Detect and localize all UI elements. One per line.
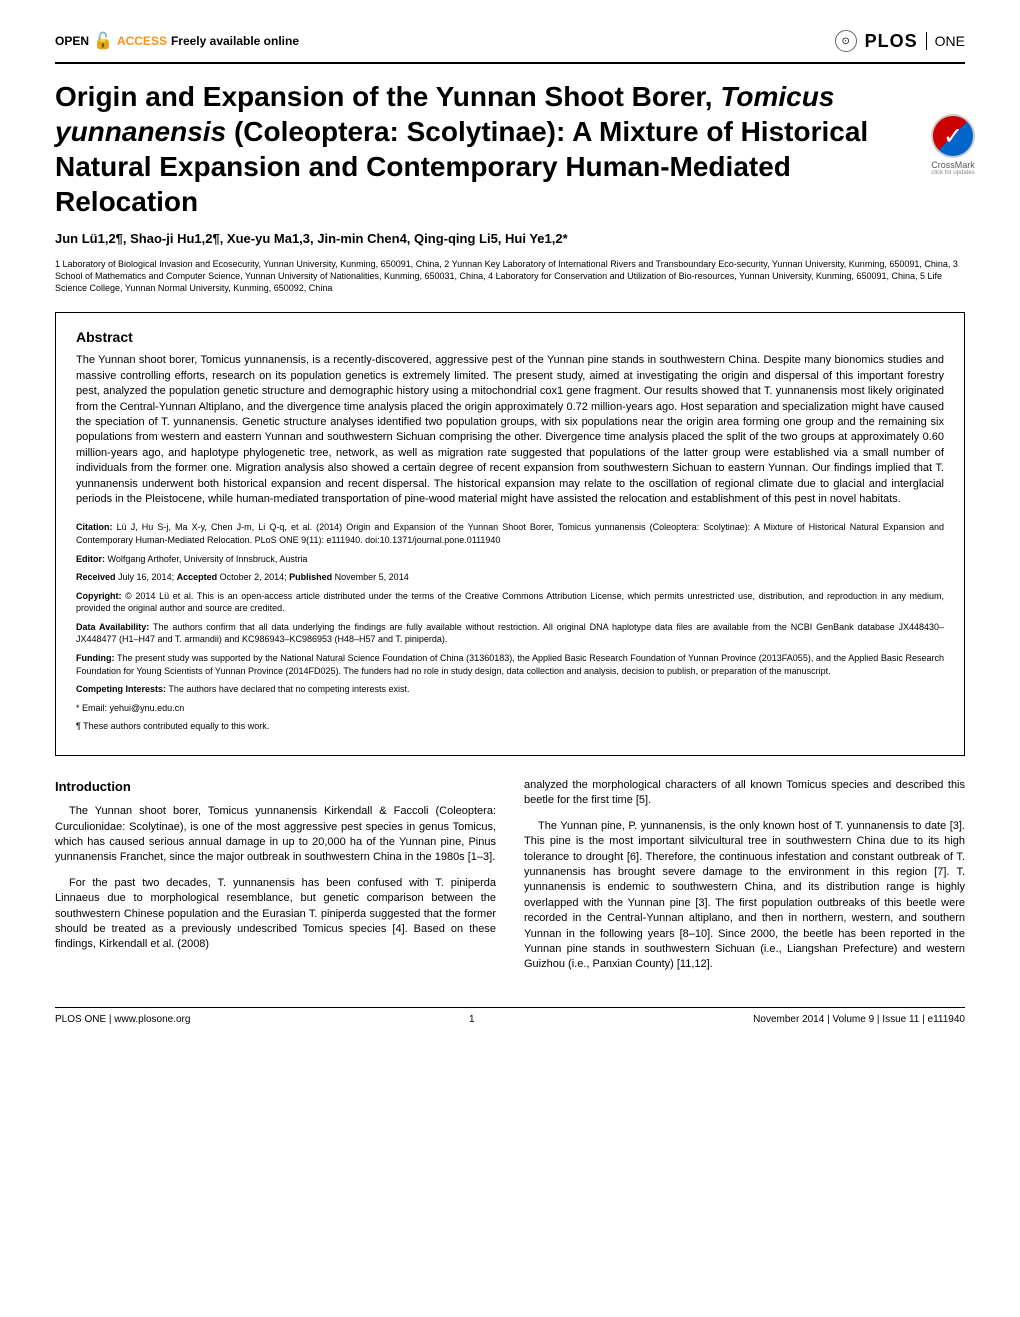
- received-text: July 16, 2014;: [116, 572, 177, 582]
- footer-right: November 2014 | Volume 9 | Issue 11 | e1…: [753, 1014, 965, 1025]
- freely-label: Freely available online: [171, 34, 299, 48]
- data-label: Data Availability:: [76, 622, 149, 632]
- competing-line: Competing Interests: The authors have de…: [76, 683, 944, 696]
- affiliations: 1 Laboratory of Biological Invasion and …: [55, 258, 965, 294]
- footer-center: 1: [469, 1014, 475, 1025]
- intro-p4: The Yunnan pine, P. yunnanensis, is the …: [524, 819, 965, 973]
- crossmark-sub: click for updates: [931, 170, 975, 176]
- editor-text: Wolfgang Arthofer, University of Innsbru…: [105, 554, 307, 564]
- title-block: Origin and Expansion of the Yunnan Shoot…: [55, 79, 965, 219]
- title-pre: Origin and Expansion of the Yunnan Shoot…: [55, 81, 720, 112]
- competing-label: Competing Interests:: [76, 684, 166, 694]
- top-bar: OPEN 🔓 ACCESS Freely available online ⊙ …: [55, 30, 965, 52]
- plos-logo: ⊙ PLOS ONE: [835, 30, 965, 52]
- crossmark-label: CrossMark: [931, 160, 975, 170]
- equal-contrib-line: ¶ These authors contributed equally to t…: [76, 720, 944, 733]
- right-column: analyzed the morphological characters of…: [524, 778, 965, 983]
- open-label: OPEN: [55, 34, 89, 48]
- abstract-text: The Yunnan shoot borer, Tomicus yunnanen…: [76, 353, 944, 507]
- copyright-text: © 2014 Lü et al. This is an open-access …: [76, 591, 944, 614]
- data-text: The authors confirm that all data underl…: [76, 622, 944, 645]
- introduction-title: Introduction: [55, 778, 496, 796]
- footer-left: PLOS ONE | www.plosone.org: [55, 1014, 190, 1025]
- open-access-badge: OPEN 🔓 ACCESS Freely available online: [55, 31, 299, 51]
- intro-p3: analyzed the morphological characters of…: [524, 778, 965, 809]
- published-text: November 5, 2014: [332, 572, 409, 582]
- lock-icon: 🔓: [93, 31, 113, 51]
- citation-line: Citation: Lü J, Hu S-j, Ma X-y, Chen J-m…: [76, 521, 944, 546]
- published-label: Published: [289, 572, 332, 582]
- crossmark-badge[interactable]: ✓ CrossMark click for updates: [931, 114, 975, 176]
- plos-text: PLOS: [865, 31, 918, 52]
- divider-icon: [926, 32, 927, 50]
- copyright-label: Copyright:: [76, 591, 122, 601]
- left-column: Introduction The Yunnan shoot borer, Tom…: [55, 778, 496, 983]
- page-footer: PLOS ONE | www.plosone.org 1 November 20…: [55, 1007, 965, 1025]
- competing-text: The authors have declared that no compet…: [166, 684, 409, 694]
- intro-p1: The Yunnan shoot borer, Tomicus yunnanen…: [55, 804, 496, 866]
- plos-circle-icon: ⊙: [835, 30, 857, 52]
- received-label: Received: [76, 572, 116, 582]
- article-title: Origin and Expansion of the Yunnan Shoot…: [55, 79, 965, 219]
- email-line: * Email: yehui@ynu.edu.cn: [76, 702, 944, 715]
- editor-label: Editor:: [76, 554, 105, 564]
- authors-line: Jun Lü1,2¶, Shao-ji Hu1,2¶, Xue-yu Ma1,3…: [55, 231, 965, 246]
- accepted-text: October 2, 2014;: [217, 572, 289, 582]
- dates-line: Received July 16, 2014; Accepted October…: [76, 571, 944, 584]
- abstract-box: Abstract The Yunnan shoot borer, Tomicus…: [55, 312, 965, 756]
- abstract-title: Abstract: [76, 329, 944, 345]
- header-divider: [55, 62, 965, 64]
- citation-text: Lü J, Hu S-j, Ma X-y, Chen J-m, Li Q-q, …: [76, 522, 944, 545]
- one-text: ONE: [935, 33, 965, 49]
- intro-p2: For the past two decades, T. yunnanensis…: [55, 876, 496, 953]
- funding-text: The present study was supported by the N…: [76, 653, 944, 676]
- funding-line: Funding: The present study was supported…: [76, 652, 944, 677]
- copyright-line: Copyright: © 2014 Lü et al. This is an o…: [76, 590, 944, 615]
- citation-label: Citation:: [76, 522, 113, 532]
- editor-line: Editor: Wolfgang Arthofer, University of…: [76, 553, 944, 566]
- funding-label: Funding:: [76, 653, 114, 663]
- access-label: ACCESS: [117, 34, 167, 48]
- accepted-label: Accepted: [177, 572, 218, 582]
- data-availability-line: Data Availability: The authors confirm t…: [76, 621, 944, 646]
- crossmark-icon: ✓: [931, 114, 975, 158]
- body-columns: Introduction The Yunnan shoot borer, Tom…: [55, 778, 965, 983]
